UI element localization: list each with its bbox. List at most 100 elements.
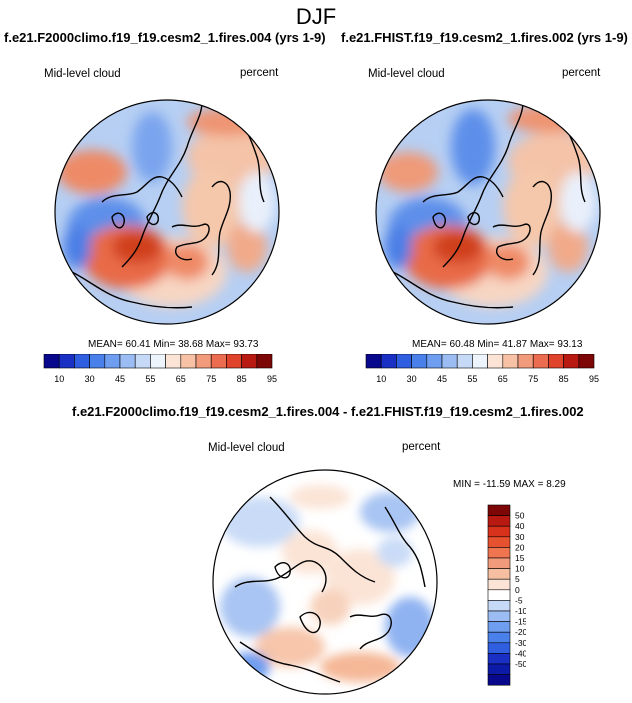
colorbar-swatch — [456, 354, 473, 369]
panel-1-units-label: percent — [240, 67, 279, 79]
mean-label: MEAN= — [412, 339, 447, 350]
colorbar-swatch — [487, 354, 504, 369]
difference-polar-map — [212, 469, 438, 695]
colorbar-tick-label: 15 — [515, 553, 525, 563]
colorbar-tick-label: 85 — [559, 374, 569, 384]
min-label: MIN = — [453, 479, 480, 490]
colorbar-tick-label: 95 — [589, 374, 599, 384]
difference-units-label: percent — [402, 441, 441, 453]
colorbar-swatch — [487, 663, 511, 675]
colorbar-swatch — [441, 354, 458, 369]
colorbar-tick-label: 85 — [237, 374, 247, 384]
max-label: MAX = — [513, 479, 544, 490]
colorbar-swatch — [578, 354, 595, 369]
panel-1-colorbar: 10 30 45 55 65 75 85 95 — [43, 354, 277, 384]
panel-2-stats: MEAN= 60.48 Min= 41.87 Max= 93.13 — [412, 339, 582, 350]
colorbar-tick-label: 65 — [176, 374, 186, 384]
colorbar-swatch — [487, 589, 511, 601]
panel-1-stats: MEAN= 60.41 Min= 38.68 Max= 93.73 — [88, 339, 258, 350]
panel-2-colorbar: 10 30 45 55 65 75 85 95 — [365, 354, 599, 384]
colorbar-swatch — [58, 354, 75, 369]
colorbar-tick-label: 45 — [115, 374, 125, 384]
colorbar-swatch — [487, 578, 511, 591]
colorbar-swatch — [426, 354, 443, 369]
colorbar-tick-label: 95 — [267, 374, 277, 384]
colorbar-swatch — [241, 354, 258, 369]
colorbar-swatch — [487, 600, 511, 612]
mean-label: MEAN= — [88, 339, 123, 350]
colorbar-tick-label: 55 — [145, 374, 155, 384]
colorbar-swatch — [487, 547, 511, 559]
colorbar-swatch — [74, 354, 90, 369]
colorbar-tick-label: -30 — [515, 638, 526, 648]
colorbar-tick-label: 55 — [467, 374, 477, 384]
max-value: 93.73 — [233, 339, 259, 350]
colorbar-tick-label: -15 — [515, 617, 526, 627]
colorbar-swatch — [89, 354, 106, 369]
colorbar-swatch — [487, 610, 511, 622]
colorbar-tick-label: 10 — [515, 564, 525, 574]
min-value: 38.68 — [178, 339, 204, 350]
colorbar-swatch — [502, 354, 519, 369]
colorbar-swatch — [43, 354, 60, 369]
colorbar-tick-label: -5 — [515, 595, 523, 605]
mean-value: 60.41 — [125, 339, 151, 350]
colorbar-tick-label: -10 — [515, 606, 526, 616]
difference-variable-label: Mid-level cloud — [208, 442, 285, 454]
colorbar-tick-label: 10 — [54, 374, 64, 384]
panel-2-title: f.e21.FHIST.f19_f19.cesm2_1.fires.002 (y… — [341, 30, 628, 45]
colorbar-swatch — [487, 674, 511, 686]
colorbar-swatch — [380, 354, 397, 369]
colorbar-swatch — [487, 631, 511, 644]
colorbar-tick-label: 75 — [528, 374, 538, 384]
colorbar-swatch — [119, 354, 136, 369]
colorbar-swatch — [226, 354, 242, 369]
colorbar-swatch — [487, 653, 511, 665]
min-value: -11.59 — [482, 479, 511, 490]
colorbar-swatch — [411, 354, 428, 369]
colorbar-swatch — [195, 354, 212, 369]
colorbar-tick-label: 45 — [437, 374, 447, 384]
colorbar-swatch — [472, 354, 488, 369]
colorbar-tick-label: 65 — [498, 374, 508, 384]
colorbar-swatch — [487, 504, 511, 516]
colorbar-swatch — [548, 354, 564, 369]
colorbar-swatch — [487, 621, 511, 633]
panel-1-polar-map — [54, 99, 280, 325]
colorbar-swatch — [487, 642, 511, 654]
figure-title: DJF — [295, 4, 337, 29]
max-value: 93.13 — [557, 339, 583, 350]
max-label: Max= — [205, 339, 231, 350]
colorbar-tick-label: 30 — [407, 374, 417, 384]
colorbar-swatch — [104, 354, 121, 369]
min-label: Min= — [153, 339, 176, 350]
panel-1-variable-label: Mid-level cloud — [44, 68, 121, 80]
colorbar-swatch — [365, 354, 382, 369]
panel-2-units-label: percent — [562, 67, 601, 79]
colorbar-tick-label: 20 — [515, 542, 525, 552]
colorbar-swatch — [487, 515, 511, 527]
colorbar-tick-label: -20 — [515, 627, 526, 637]
panel-1-title: f.e21.F2000climo.f19_f19.cesm2_1.fires.0… — [4, 30, 326, 45]
colorbar-swatch — [396, 354, 412, 369]
colorbar-tick-label: -50 — [515, 659, 526, 669]
colorbar-tick-label: -40 — [515, 648, 526, 658]
min-label: Min= — [477, 339, 500, 350]
colorbar-swatch — [150, 354, 166, 369]
colorbar-swatch — [532, 354, 549, 369]
colorbar-swatch — [165, 354, 182, 369]
colorbar-swatch — [210, 354, 227, 369]
colorbar-swatch — [487, 536, 511, 548]
colorbar-swatch — [563, 354, 580, 369]
colorbar-swatch — [180, 354, 197, 369]
mean-value: 60.48 — [449, 339, 475, 350]
colorbar-tick-label: 5 — [515, 574, 520, 584]
colorbar-tick-label: 40 — [515, 521, 525, 531]
colorbar-tick-label: 10 — [376, 374, 386, 384]
max-value: 8.29 — [546, 479, 566, 490]
colorbar-swatch — [487, 525, 511, 538]
max-label: Max= — [529, 339, 555, 350]
difference-stats: MIN = -11.59 MAX = 8.29 — [453, 479, 566, 490]
colorbar-tick-label: 30 — [515, 532, 525, 542]
